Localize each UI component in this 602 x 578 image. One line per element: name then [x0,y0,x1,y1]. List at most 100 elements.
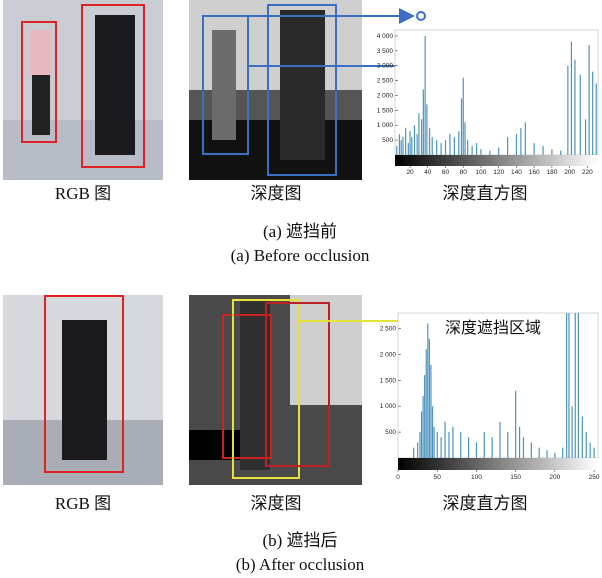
bar [421,119,422,155]
panel-label: 深度图 [251,494,302,513]
x-tick-label: 50 [434,474,442,481]
bar [402,137,403,155]
panel-label: RGB 图 [55,184,111,203]
bar [476,442,477,458]
bar [458,131,459,155]
bar [411,137,412,155]
bar [448,432,449,458]
y-tick-label: 2 000 [377,92,394,99]
bar [418,113,419,155]
y-tick-label: 1 000 [380,403,397,410]
bar [507,137,508,155]
bar [396,146,397,155]
bar [454,137,455,155]
bar [399,134,400,155]
y-tick-label: 1 000 [377,122,394,129]
bar [441,437,442,458]
bar [440,143,441,155]
x-tick-label: 200 [549,474,560,481]
bar [554,453,555,458]
bar [432,406,433,458]
bar [542,146,543,155]
bar [515,391,516,458]
y-tick-label: 3 000 [377,63,394,70]
x-tick-label: 20 [406,169,414,176]
gradient-bar [395,155,598,166]
bar [401,140,402,155]
bar [405,128,406,155]
bar [421,411,422,458]
x-tick-label: 200 [564,169,575,176]
bar [413,448,414,458]
bar [582,417,583,458]
bar [523,437,524,458]
y-tick-label: 2 500 [377,78,394,85]
bar [525,122,526,155]
bar [480,149,481,155]
caption: (a) Before occlusion [231,246,370,265]
bar [498,148,499,155]
x-tick-label: 180 [546,169,557,176]
bar [593,448,594,458]
x-tick-label: 100 [471,474,482,481]
bar [432,137,433,155]
figure: RGB 图 深度图 深度直方图 (a) 遮挡前 (a) Before occlu… [0,0,602,578]
rgb-photo [3,0,163,180]
bar [423,90,424,155]
bar [414,125,415,155]
bar [426,104,427,155]
x-tick-label: 220 [582,169,593,176]
x-tick-label: 100 [476,169,487,176]
x-tick-label: 60 [442,169,450,176]
bar [539,448,540,458]
bar [520,128,521,155]
bar [546,450,547,458]
caption: (b) After occlusion [236,555,365,574]
bar [468,437,469,458]
panel-label: RGB 图 [55,494,111,513]
bar [592,72,593,155]
bar [427,323,428,458]
bar [419,432,420,458]
bar [467,140,468,155]
bar [422,396,423,458]
bar [408,143,409,155]
y-tick-label: 4 000 [377,33,394,40]
bar [516,134,517,155]
bar [437,432,438,458]
x-tick-label: 0 [396,474,400,481]
bar [551,149,552,155]
bar [560,151,561,155]
bar [424,375,425,458]
x-tick-label: 160 [529,169,540,176]
bar [444,422,445,458]
bar [596,84,597,155]
bar [445,140,446,155]
bar [460,432,461,458]
panel-label: 深度直方图 [443,184,528,203]
caption: (b) 遮挡后 [262,531,337,550]
rgb-photo [3,295,163,485]
bar [409,131,410,155]
y-tick-label: 1 500 [377,107,394,114]
x-tick-label: 80 [460,169,468,176]
bar [417,134,418,155]
bar [590,442,591,458]
bar [463,78,464,155]
gradient-bar [398,458,598,470]
x-tick-label: 140 [511,169,522,176]
bar [567,66,568,155]
y-tick-label: 3 500 [377,48,394,55]
bar [499,422,500,458]
x-tick-label: 150 [510,474,521,481]
y-tick-label: 2 500 [380,326,397,333]
bar [449,134,450,155]
y-tick-label: 500 [382,137,393,144]
y-tick-label: 2 000 [380,351,397,358]
y-tick-label: 1 500 [380,377,397,384]
bar [531,442,532,458]
panel-label: 深度图 [251,184,302,203]
bar [426,349,427,458]
bar [472,146,473,155]
bar [580,75,581,155]
